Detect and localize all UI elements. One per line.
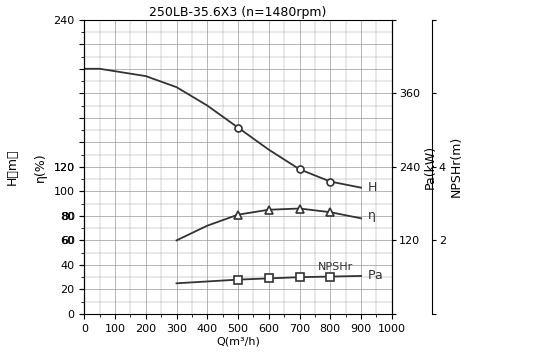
Y-axis label: Pa(kW): Pa(kW) (424, 145, 437, 189)
Text: Pa: Pa (364, 269, 383, 282)
Y-axis label: NPSHr(m): NPSHr(m) (450, 136, 463, 197)
Y-axis label: H（m）: H（m） (6, 149, 19, 185)
Text: η: η (364, 209, 376, 222)
Text: NPSHr: NPSHr (318, 262, 353, 272)
X-axis label: Q(m³/h): Q(m³/h) (216, 337, 260, 346)
Title: 250LB-35.6X3 (n=1480rpm): 250LB-35.6X3 (n=1480rpm) (150, 6, 327, 19)
Y-axis label: η(%): η(%) (34, 152, 47, 182)
Text: H: H (364, 181, 377, 194)
